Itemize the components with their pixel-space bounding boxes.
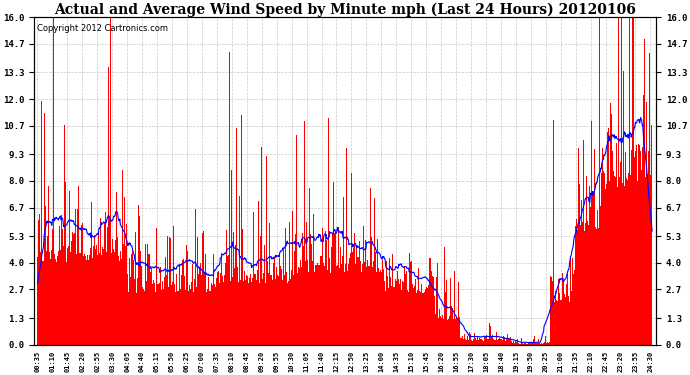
Text: Copyright 2012 Cartronics.com: Copyright 2012 Cartronics.com	[37, 24, 168, 33]
Title: Actual and Average Wind Speed by Minute mph (Last 24 Hours) 20120106: Actual and Average Wind Speed by Minute …	[54, 3, 636, 17]
